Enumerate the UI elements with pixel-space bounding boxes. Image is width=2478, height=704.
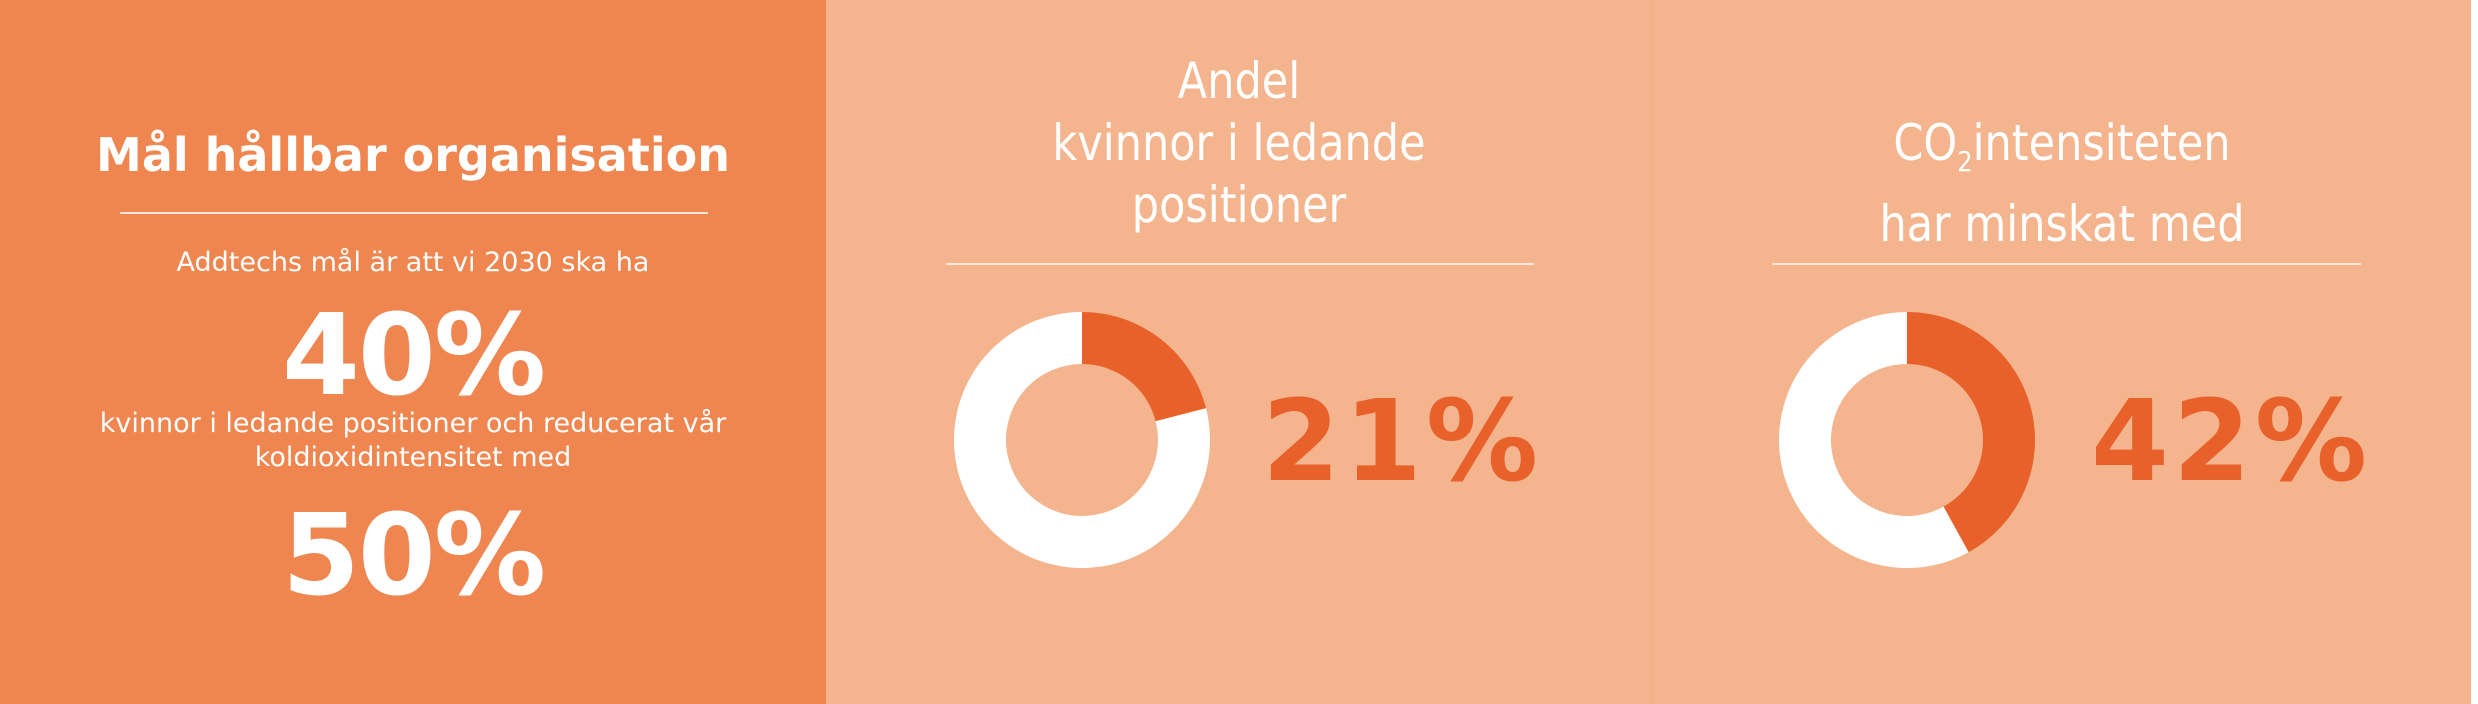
women-title: Andel kvinnor i ledande positioner <box>884 50 1594 236</box>
women-donut-remainder-segment <box>954 312 1210 568</box>
goal-value-co2: 50% <box>281 491 546 621</box>
women-title-line: positioner <box>1131 176 1347 234</box>
goal-divider <box>120 212 708 214</box>
women-title-line: kvinnor i ledande <box>1052 114 1426 172</box>
co2-donut-chart <box>1779 312 2035 568</box>
women-donut-chart <box>954 312 1210 568</box>
goal-middle-line-1: kvinnor i ledande positioner och reducer… <box>99 408 727 439</box>
co2-title-line-1: CO2intensiteten <box>1710 112 2413 193</box>
co2-donut-remainder-segment <box>1779 312 1969 568</box>
co2-title-line-2: har minskat med <box>1879 195 2245 253</box>
goal-title: Mål hållbar organisation <box>96 128 730 182</box>
co2-divider <box>1772 263 2361 265</box>
co2-title-rest: intensiteten <box>1972 114 2231 172</box>
co2-panel: CO2intensiteten har minskat med 42% <box>1652 0 2471 704</box>
goal-intro: Addtechs mål är att vi 2030 ska ha <box>176 247 650 278</box>
co2-percentage: 42% <box>2091 377 2372 507</box>
co2-donut-value-segment <box>1907 312 2035 553</box>
co2-subscript: 2 <box>1957 145 1973 178</box>
women-divider <box>946 263 1534 265</box>
goal-value-women: 40% <box>281 291 546 421</box>
goal-middle-line-2: koldioxidintensitet med <box>254 442 572 473</box>
goal-panel: Mål hållbar organisation Addtechs mål är… <box>0 0 826 704</box>
women-title-line: Andel <box>1177 52 1301 110</box>
women-percentage: 21% <box>1262 377 1543 507</box>
women-panel: Andel kvinnor i ledande positioner 21% <box>826 0 1652 704</box>
co2-title-prefix: CO <box>1893 114 1958 172</box>
women-donut-value-segment <box>1082 312 1206 422</box>
co2-title: CO2intensiteten har minskat med <box>1710 112 2413 255</box>
